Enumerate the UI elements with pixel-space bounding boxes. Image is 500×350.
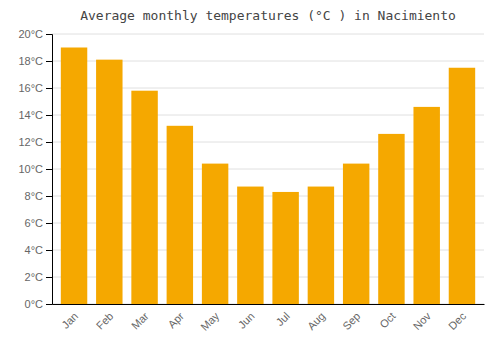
tick-label: 20°C	[18, 28, 43, 40]
tick-label: 14°C	[18, 109, 43, 121]
tick-label: Jan	[59, 310, 80, 331]
bar	[237, 187, 263, 304]
chart-container: 0°C 2°C 4°C 6°C 8°C 10°C 12°C 14°C 16°C 18°C 20°C J…	[0, 0, 500, 350]
tick-label: May	[198, 309, 222, 333]
y-tick: 0°C	[25, 298, 52, 310]
tick-mark	[46, 88, 52, 89]
x-axis: Jan Feb Mar Apr May Jun Jul Aug Sep Oct Nov Dec	[53, 305, 485, 333]
axis-domain	[53, 304, 485, 305]
tick-mark	[46, 223, 52, 224]
y-tick: 10°C	[18, 163, 52, 175]
tick-mark	[46, 142, 52, 143]
y-tick: 2°C	[25, 271, 52, 283]
bar	[96, 60, 122, 304]
tick-label: Nov	[411, 309, 434, 332]
tick-label: 18°C	[18, 55, 43, 67]
bar	[413, 107, 439, 304]
tick-label: Jul	[273, 310, 291, 328]
title: Average monthly temperatures (°C ) in Na…	[80, 8, 456, 23]
bar	[131, 91, 157, 304]
tick-label: Mar	[129, 310, 151, 332]
bar	[343, 164, 369, 304]
x-tick: Jul	[273, 310, 291, 328]
y-tick: 14°C	[18, 109, 52, 121]
tick-label: Sep	[340, 310, 362, 332]
grid-line	[52, 34, 484, 35]
tick-label: Apr	[166, 310, 187, 331]
tick-mark	[46, 277, 52, 278]
bar	[308, 187, 334, 304]
x-tick: Apr	[166, 310, 187, 331]
y-tick: 6°C	[25, 217, 52, 229]
x-tick: Nov	[411, 309, 434, 332]
x-tick: Sep	[340, 310, 362, 332]
x-tick: Mar	[129, 310, 151, 332]
y-tick: 20°C	[18, 28, 52, 40]
tick-label: Jun	[236, 310, 257, 331]
x-tick: Jan	[59, 310, 80, 331]
y-tick: 12°C	[18, 136, 52, 148]
x-tick: Dec	[446, 309, 469, 332]
axis-domain	[46, 35, 53, 305]
x-tick: Jun	[236, 310, 257, 331]
tick-label: 10°C	[18, 163, 43, 175]
tick-mark	[46, 34, 52, 35]
tick-label: Oct	[377, 310, 398, 331]
tick-label: 6°C	[25, 217, 44, 229]
bar	[449, 68, 475, 304]
tick-mark	[46, 196, 52, 197]
tick-label: Dec	[446, 309, 469, 332]
tick-mark	[46, 250, 52, 251]
y-axis: 0°C 2°C 4°C 6°C 8°C 10°C 12°C 14°C 16°C 18°C 20°C	[18, 28, 52, 310]
x-tick: Feb	[94, 310, 116, 332]
grid	[52, 34, 484, 304]
y-tick: 18°C	[18, 55, 52, 67]
tick-label: Feb	[94, 310, 116, 332]
x-tick: May	[198, 309, 222, 333]
tick-label: 0°C	[25, 298, 44, 310]
tick-label: 8°C	[25, 190, 44, 202]
tick-label: 12°C	[18, 136, 43, 148]
tick-label: 16°C	[18, 82, 43, 94]
tick-mark	[46, 304, 52, 305]
tick-mark	[46, 61, 52, 62]
y-tick: 8°C	[25, 190, 52, 202]
bar	[202, 164, 228, 304]
bar	[272, 192, 298, 304]
x-tick: Oct	[377, 310, 398, 331]
tick-label: Aug	[305, 310, 327, 332]
x-tick: Aug	[305, 310, 327, 332]
tick-label: 4°C	[25, 244, 44, 256]
y-tick: 4°C	[25, 244, 52, 256]
tick-label: 2°C	[25, 271, 44, 283]
tick-mark	[46, 115, 52, 116]
tick-mark	[46, 169, 52, 170]
bar	[378, 134, 404, 304]
bars	[61, 48, 475, 305]
y-tick: 16°C	[18, 82, 52, 94]
bar	[61, 48, 87, 305]
chart-svg: 0°C 2°C 4°C 6°C 8°C 10°C 12°C 14°C 16°C 18°C 20°C J…	[0, 0, 500, 350]
bar	[167, 126, 193, 304]
